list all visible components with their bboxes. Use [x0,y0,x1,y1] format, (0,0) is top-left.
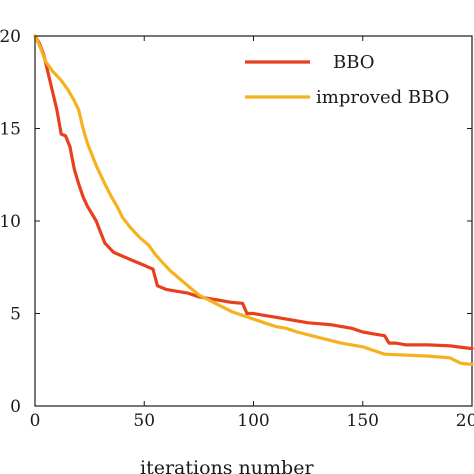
x-tick-label: 50 [133,411,155,431]
tick-layer: 0 50 100 150 200 0 5 10 15 20 [0,27,474,431]
x-tick-label: 200 [456,411,474,431]
legend-label: BBO [333,52,375,73]
x-axis-label: iterations number [140,457,314,474]
y-tick-label: 20 [0,27,21,47]
x-tick-label: 100 [237,411,269,431]
y-tick-label: 10 [0,212,21,232]
x-tick-label: 150 [347,411,379,431]
x-tick-label: 0 [30,411,41,431]
series-line-improved-bbo [33,34,474,366]
series-line-bbo [33,34,474,351]
legend: BBO improved BBO [245,52,449,108]
plot-area: 0 50 100 150 200 0 5 10 15 20 [0,27,474,431]
series-layer [33,34,474,366]
legend-label: improved BBO [316,87,449,108]
y-tick-label: 5 [10,305,21,325]
y-tick-label: 0 [10,397,21,417]
y-tick-label: 15 [0,120,21,140]
